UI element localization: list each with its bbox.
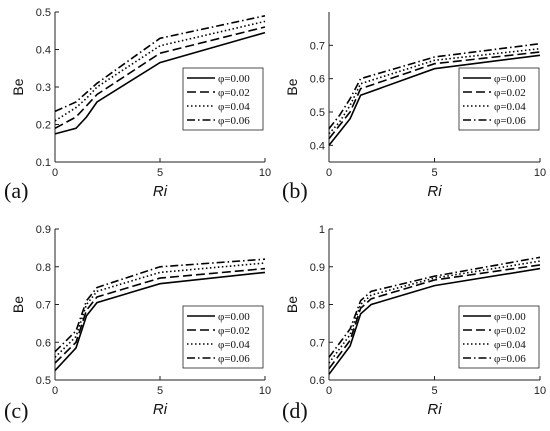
y-tick-label: 0.7 bbox=[310, 40, 325, 52]
series-line bbox=[54, 26, 266, 130]
legend-label: φ=0.06 bbox=[494, 353, 526, 365]
series-line bbox=[328, 256, 541, 358]
chart-panel-1: 0.10.20.30.40.50 5 10RiBe(a)φ=0.00φ=0.02φ=… bbox=[4, 7, 271, 203]
x-tick-label: 10 bbox=[534, 385, 546, 397]
legend-label: φ=0.00 bbox=[218, 73, 250, 85]
y-tick-label: 0.6 bbox=[310, 375, 325, 387]
legend-label: φ=0.02 bbox=[218, 325, 250, 337]
y-tick-label: 0.5 bbox=[36, 7, 51, 19]
y-tick-label: 0.8 bbox=[310, 300, 325, 312]
legend: φ=0.00 φ=0.02 φ=0.04 φ=0.06 bbox=[458, 305, 540, 369]
y-tick-label: 0.5 bbox=[310, 107, 325, 119]
x-tick-label: 10 bbox=[259, 385, 271, 397]
y-tick-label: 0.7 bbox=[310, 337, 325, 349]
legend-label: φ=0.00 bbox=[494, 73, 526, 85]
x-axis-label: Ri bbox=[153, 183, 168, 200]
y-tick-label: 0.9 bbox=[310, 262, 325, 274]
chart-panel-2: 0.40.50.60.70 5 10RiBe(b)φ=0.00φ=0.02φ=0.0… bbox=[282, 12, 546, 203]
series-line bbox=[54, 15, 266, 113]
x-axis-label: Ri bbox=[153, 401, 168, 418]
legend-label: φ=0.02 bbox=[218, 87, 250, 99]
y-tick-label: 0.3 bbox=[36, 82, 51, 94]
series-line bbox=[54, 31, 266, 135]
x-tick-label: 5 bbox=[431, 167, 437, 179]
panel-label: (a) bbox=[4, 178, 28, 203]
x-axis-label: Ri bbox=[427, 183, 442, 200]
series-line bbox=[328, 264, 541, 370]
legend-label: φ=0.04 bbox=[218, 339, 250, 351]
series-line bbox=[328, 260, 541, 364]
x-tick-label: 5 bbox=[157, 385, 163, 397]
x-tick-label: 0 bbox=[52, 167, 58, 179]
legend-label: φ=0.04 bbox=[494, 339, 526, 351]
legend-label: φ=0.04 bbox=[218, 101, 250, 113]
x-tick-label: 5 bbox=[157, 167, 163, 179]
legend-label: φ=0.00 bbox=[494, 311, 526, 323]
series-line bbox=[328, 54, 541, 146]
panel-label: (c) bbox=[4, 398, 28, 423]
series-line bbox=[328, 42, 541, 130]
legend-label: φ=0.02 bbox=[494, 325, 526, 337]
series-line bbox=[328, 51, 541, 140]
series-line bbox=[54, 267, 266, 364]
series-line bbox=[328, 267, 541, 375]
legend-label: φ=0.00 bbox=[218, 311, 250, 323]
y-axis-label: Be bbox=[284, 78, 300, 95]
series-line bbox=[54, 262, 266, 358]
x-tick-label: 0 bbox=[326, 167, 332, 179]
legend: φ=0.00 φ=0.02 φ=0.04 φ=0.06 bbox=[458, 67, 540, 131]
panel-label: (b) bbox=[282, 178, 308, 203]
y-axis-label: Be bbox=[10, 296, 26, 313]
legend: φ=0.00 φ=0.02 φ=0.04 φ=0.06 bbox=[182, 305, 264, 369]
x-tick-label: 10 bbox=[259, 167, 271, 179]
x-axis-label: Ri bbox=[427, 401, 442, 418]
series-line bbox=[54, 20, 266, 122]
legend-label: φ=0.06 bbox=[494, 115, 526, 127]
y-tick-label: 0.7 bbox=[36, 300, 51, 312]
x-tick-label: 0 bbox=[52, 385, 58, 397]
y-tick-label: 0.9 bbox=[36, 224, 51, 236]
x-tick-label: 5 bbox=[431, 385, 437, 397]
y-axis-label: Be bbox=[10, 78, 26, 95]
x-tick-label: 0 bbox=[326, 385, 332, 397]
legend-label: φ=0.02 bbox=[494, 87, 526, 99]
chart-panel-4: 0.60.70.80.910 5 10RiBe(d)φ=0.00φ=0.02φ=0.… bbox=[282, 224, 546, 423]
y-tick-label: 0.5 bbox=[36, 375, 51, 387]
y-tick-label: 0.4 bbox=[310, 140, 325, 152]
y-tick-label: 0.6 bbox=[36, 337, 51, 349]
y-tick-label: 0.1 bbox=[36, 157, 51, 169]
series-line bbox=[328, 47, 541, 135]
y-tick-label: 0.2 bbox=[36, 120, 51, 132]
x-tick-label: 10 bbox=[534, 167, 546, 179]
series-line bbox=[54, 258, 266, 353]
panel-label: (d) bbox=[282, 398, 308, 423]
legend: φ=0.00 φ=0.02 φ=0.04 φ=0.06 bbox=[182, 67, 264, 131]
y-tick-label: 0.6 bbox=[310, 74, 325, 86]
legend-label: φ=0.06 bbox=[218, 353, 250, 365]
y-tick-label: 0.4 bbox=[36, 45, 51, 57]
legend-box bbox=[458, 305, 540, 369]
legend-label: φ=0.04 bbox=[494, 101, 526, 113]
y-axis-label: Be bbox=[284, 296, 300, 313]
series-line bbox=[54, 271, 266, 372]
y-tick-label: 1 bbox=[319, 224, 325, 236]
y-tick-label: 0.8 bbox=[36, 262, 51, 274]
chart-panel-3: 0.50.60.70.80.90 5 10RiBe(c)φ=0.00φ=0.02φ=… bbox=[4, 224, 271, 423]
legend-label: φ=0.06 bbox=[218, 115, 250, 127]
